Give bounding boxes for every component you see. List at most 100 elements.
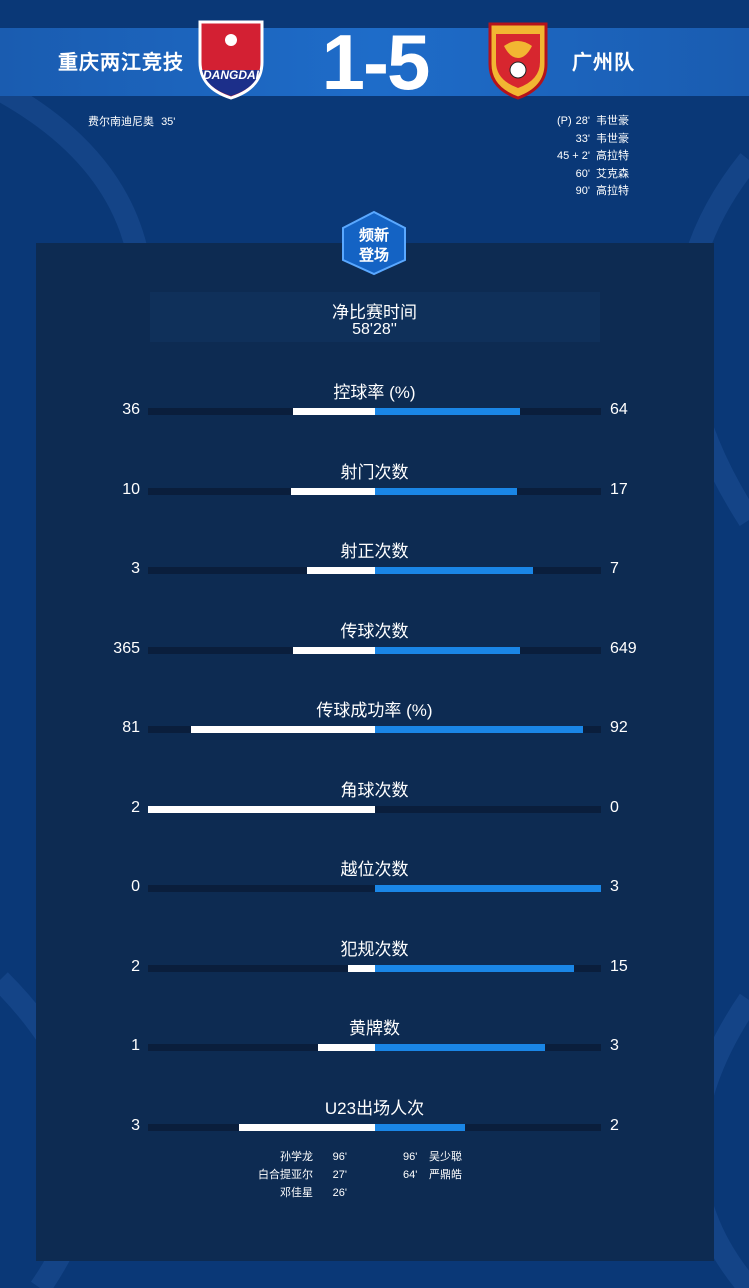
- net-time-label: 净比赛时间: [332, 303, 417, 322]
- u23-away-player: 96' 吴少聪: [403, 1148, 462, 1166]
- player-name: 孙学龙: [280, 1151, 313, 1163]
- home-team-logo: DANGDAI: [198, 20, 264, 100]
- stat-title: 射正次数: [340, 542, 409, 561]
- stat-bar-away: [375, 885, 601, 892]
- home-team-name: 重庆两江竞技: [58, 52, 184, 74]
- scorer-minute: 90': [575, 185, 590, 197]
- stat-value-away: 15: [610, 957, 628, 975]
- stat-value-home: 81: [122, 719, 140, 736]
- u23-home-player: 邓佳星 26': [258, 1184, 347, 1202]
- stat-value-home: 0: [131, 878, 140, 895]
- stat-row: U23出场人次 3 2: [0, 1094, 749, 1164]
- stat-title: 射门次数: [340, 462, 409, 482]
- stat-bar-home: [191, 726, 375, 733]
- stat-bar-home: [307, 567, 375, 574]
- stat-row: 传球次数 365 649: [0, 617, 749, 687]
- stat-value-home: 3: [131, 560, 140, 577]
- stat-title: 越位次数: [340, 860, 409, 879]
- scorer-prefix: (P): [556, 115, 572, 127]
- stat-bar-home: [318, 1044, 375, 1051]
- scorer-name: 费尔南迪尼奥: [88, 116, 154, 128]
- stat-row: 角球次数 2 0: [0, 776, 749, 846]
- stat-row: 黄牌数 1 3: [0, 1014, 749, 1084]
- scorer-minute: 33': [575, 132, 590, 145]
- player-name: 白合提亚尔: [258, 1169, 313, 1181]
- scorer-minute: 28': [575, 115, 590, 127]
- away-team-name: 广州队: [572, 52, 635, 74]
- scorer-name: 高拉特: [596, 185, 629, 197]
- player-minute: 96': [332, 1151, 347, 1163]
- scorer-name: 高拉特: [596, 150, 629, 162]
- stat-bar-away: [375, 487, 517, 495]
- u23-away-player: 64' 严鼎皓: [403, 1166, 462, 1184]
- badge-line2: 登场: [358, 246, 389, 264]
- stat-row: 射正次数 3 7: [0, 537, 749, 607]
- player-name: 邓佳星: [280, 1187, 313, 1199]
- stat-bar-away: [375, 726, 583, 733]
- away-team-logo: [488, 22, 548, 100]
- away-scorer-row: 45 + 2' 高拉特: [553, 148, 629, 166]
- stat-title: 传球成功率 (%): [316, 701, 433, 720]
- stat-bar-home: [291, 487, 375, 495]
- stat-value-away: 3: [610, 878, 619, 895]
- player-minute: 27': [332, 1169, 347, 1181]
- player-minute: 64': [403, 1169, 418, 1181]
- stat-title: 黄牌数: [349, 1019, 400, 1038]
- net-time-box: [150, 292, 600, 342]
- stat-value-away: 649: [610, 639, 637, 657]
- stat-value-home: 36: [122, 401, 140, 418]
- stat-bar-home: [239, 1123, 375, 1131]
- u23-home-player: 白合提亚尔 27': [258, 1166, 347, 1184]
- new-debut-badge: 频新 登场: [342, 210, 406, 276]
- u23-home-list: 孙学龙 96' 白合提亚尔 27' 邓佳星 26': [258, 1148, 347, 1202]
- player-name: 吴少聪: [429, 1151, 462, 1163]
- scorer-name: 韦世豪: [596, 132, 629, 145]
- stat-value-away: 2: [610, 1116, 619, 1134]
- stat-title: 犯规次数: [340, 939, 409, 959]
- scorer-name: 韦世豪: [596, 115, 629, 127]
- scorer-name: 艾克森: [596, 167, 629, 180]
- stat-row: 控球率 (%) 36 64: [0, 378, 749, 448]
- stat-value-home: 1: [131, 1037, 140, 1054]
- scorer-minute: 60': [575, 167, 590, 180]
- stat-row: 越位次数 0 3: [0, 855, 749, 925]
- away-scorer-row: 60' 艾克森: [553, 166, 629, 184]
- stat-bar-home: [293, 408, 375, 415]
- stat-bar-home: [348, 964, 375, 972]
- away-scorer-row: 90' 高拉特: [553, 183, 629, 201]
- stat-value-home: 2: [131, 798, 140, 816]
- header-band: [0, 28, 749, 96]
- stat-bar-away: [375, 1123, 465, 1131]
- stat-title: U23出场人次: [324, 1098, 425, 1118]
- badge-line1: 频新: [359, 226, 389, 244]
- stat-row: 传球成功率 (%) 81 92: [0, 696, 749, 766]
- stat-value-away: 64: [610, 401, 628, 418]
- player-name: 严鼎皓: [429, 1169, 462, 1181]
- stat-track: [148, 885, 601, 892]
- home-logo-text: DANGDAI: [203, 68, 260, 82]
- stat-value-home: 365: [113, 639, 140, 657]
- stat-value-home: 10: [122, 480, 140, 498]
- stat-bar-away: [375, 646, 520, 654]
- scorer-minute: 35': [161, 116, 176, 128]
- stat-value-away: 92: [610, 719, 628, 736]
- away-scorers-list: (P) 28' 韦世豪 33' 韦世豪 45 + 2' 高拉特 60' 艾克森 90' 高拉特: [553, 113, 629, 201]
- home-scorer-row: 费尔南迪尼奥 35': [88, 114, 175, 132]
- stat-bar-home: [148, 805, 375, 813]
- stat-bar-away: [375, 567, 533, 574]
- stat-title: 传球次数: [340, 621, 409, 641]
- u23-away-list: 96' 吴少聪 64' 严鼎皓: [403, 1148, 462, 1184]
- match-score: 1-5: [321, 18, 431, 106]
- stat-value-away: 3: [610, 1037, 619, 1054]
- player-minute: 96': [403, 1151, 418, 1163]
- stat-value-away: 0: [610, 798, 619, 816]
- u23-home-player: 孙学龙 96': [258, 1148, 347, 1166]
- stat-bar-away: [375, 408, 520, 415]
- away-scorer-row: 33' 韦世豪: [553, 131, 629, 149]
- stat-bar-home: [293, 646, 375, 654]
- stat-title: 角球次数: [340, 780, 409, 800]
- home-scorers-list: 费尔南迪尼奥 35': [88, 114, 175, 132]
- stat-row: 射门次数 10 17: [0, 458, 749, 528]
- stat-title: 控球率 (%): [333, 383, 416, 402]
- stat-value-away: 17: [610, 480, 628, 498]
